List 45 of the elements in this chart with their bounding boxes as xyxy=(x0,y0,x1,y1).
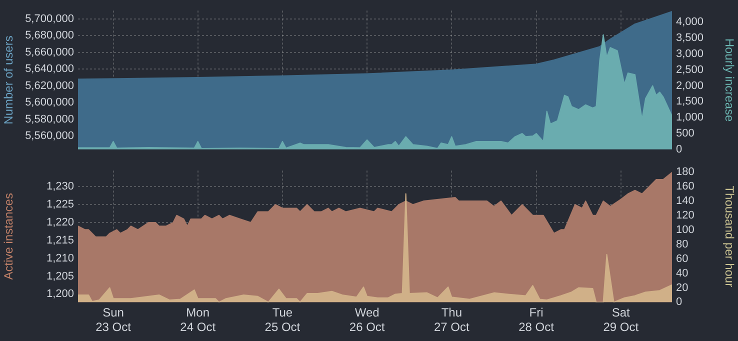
y2-tick-label: 0 xyxy=(676,143,682,156)
y2-tick-label: 1,500 xyxy=(676,96,704,108)
y-tick-label: 5,600,000 xyxy=(25,96,74,109)
y2-axis-title: Thousand per hour xyxy=(722,186,736,288)
x-tick-label: Fri 28 Oct xyxy=(518,306,555,334)
y-tick-label: 5,580,000 xyxy=(25,113,74,126)
x-tick-label: Sun 23 Oct xyxy=(96,306,132,334)
y2-tick-label: 180 xyxy=(676,166,694,178)
y2-tick-label: 40 xyxy=(676,267,688,280)
y2-tick-label: 120 xyxy=(676,209,694,222)
y-tick-label: 1,200 xyxy=(46,288,74,300)
y2-tick-label: 140 xyxy=(676,195,694,207)
y2-tick-label: 60 xyxy=(676,252,688,265)
x-tick-label: Thu 27 Oct xyxy=(434,306,470,334)
y2-tick-label: 160 xyxy=(676,180,694,193)
y2-tick-label: 3,000 xyxy=(676,48,704,60)
y2-tick-label: 2,000 xyxy=(676,80,704,92)
y-tick-label: 5,560,000 xyxy=(25,130,74,142)
y-tick-label: 1,225 xyxy=(46,198,74,211)
y-tick-label: 1,220 xyxy=(46,216,74,229)
y2-tick-label: 0 xyxy=(676,296,682,308)
y2-axis-title: Hourly increase xyxy=(722,38,736,122)
y2-tick-label: 500 xyxy=(676,128,694,140)
x-tick-label: Sat 29 Oct xyxy=(603,306,640,334)
y2-tick-label: 3,500 xyxy=(676,32,704,44)
y-tick-label: 5,620,000 xyxy=(25,80,74,92)
x-tick-label: Wed 26 Oct xyxy=(349,306,386,334)
y-tick-label: 5,700,000 xyxy=(25,12,74,25)
x-tick-label: Mon 24 Oct xyxy=(180,306,216,334)
y-tick-label: 1,205 xyxy=(46,270,74,282)
y-tick-label: 5,640,000 xyxy=(25,63,74,76)
y-tick-label: 1,210 xyxy=(46,252,74,264)
y2-tick-label: 20 xyxy=(676,282,688,294)
y2-tick-label: 1,000 xyxy=(676,112,704,124)
y2-tick-label: 4,000 xyxy=(676,16,704,28)
y-tick-label: 5,680,000 xyxy=(25,30,74,42)
y2-tick-label: 80 xyxy=(676,238,688,250)
y-tick-label: 1,215 xyxy=(46,234,74,246)
y2-tick-label: 100 xyxy=(676,224,694,236)
y-tick-label: 5,660,000 xyxy=(25,46,74,58)
y-tick-label: 1,230 xyxy=(46,180,74,193)
x-tick-label: Tue 25 Oct xyxy=(264,306,301,334)
y-axis-title: Number of users xyxy=(2,36,16,124)
y2-tick-label: 2,500 xyxy=(676,64,704,76)
y-axis-title: Active instances xyxy=(2,193,16,280)
